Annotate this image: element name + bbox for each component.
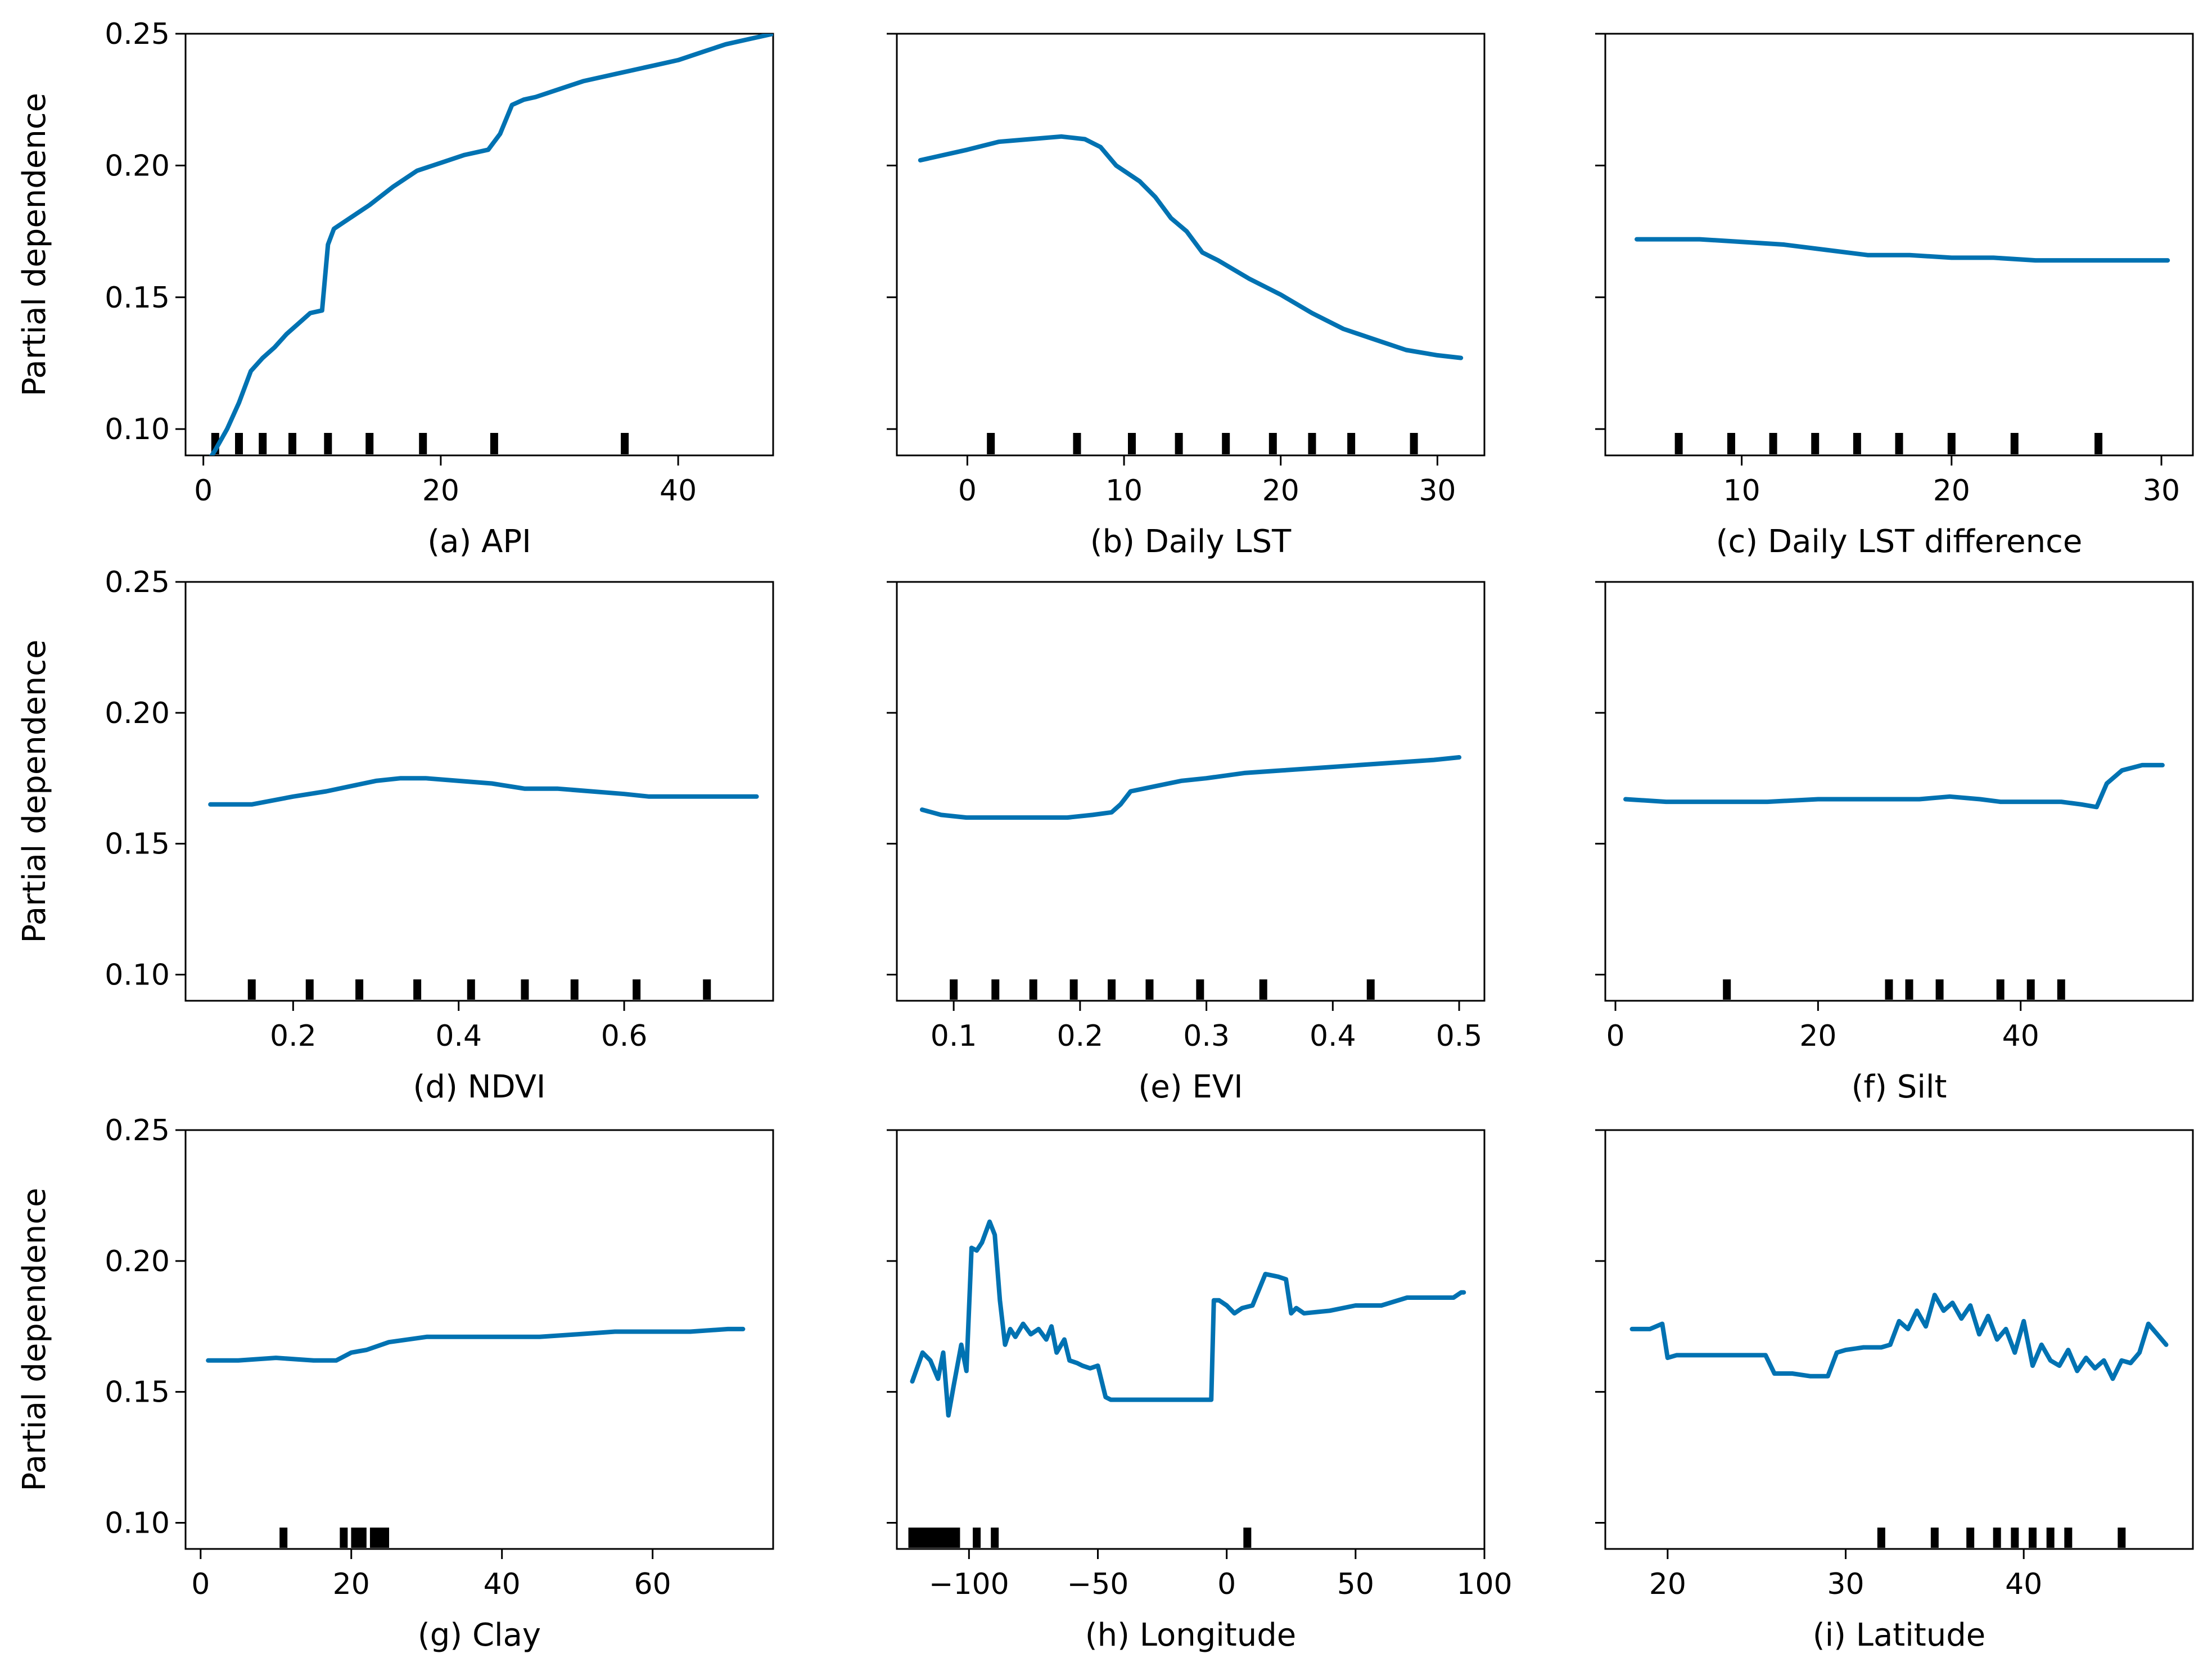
x-tick-label: 0.6 [601,1019,648,1053]
x-axis-label: (h) Longitude [1085,1617,1297,1654]
x-axis-label: (b) Daily LST [1090,523,1292,560]
x-tick-label: 20 [1933,474,1970,508]
plot-frame [184,1129,774,1550]
subplot-1: 0.10 0.15 0.20 0.25 0 20 40 (a) API Partial depe… [16,17,774,560]
x-axis-label: (c) Daily LST difference [1716,523,2083,560]
subplot-6: 0 20 40 (f) Silt [1595,581,2194,1105]
y-tick-label: 0.10 [105,958,170,992]
x-tick-label: 20 [333,1567,370,1601]
subplot-9: 20 30 40 (i) Latitude [1595,1129,2194,1654]
x-tick-label: 60 [634,1567,671,1601]
plot-frame [1604,581,2194,1002]
x-axis-label: (f) Silt [1852,1069,1947,1105]
y-tick-label: 0.15 [105,1376,170,1410]
subplot-8: −100 −50 0 50 100 (h) Longitude [887,1129,1513,1654]
x-tick-label: 0.4 [1310,1019,1356,1053]
x-tick-label: 40 [660,474,697,508]
x-tick-label: 0.3 [1183,1019,1230,1053]
x-tick-label: 0.1 [931,1019,977,1053]
plot-frame [1604,33,2194,457]
x-tick-label: 20 [422,474,459,508]
y-tick-label: 0.20 [105,149,170,183]
x-axis-label: (i) Latitude [1813,1617,1986,1654]
subplot-5: 0.1 0.2 0.3 0.4 0.5 (e) EVI [887,581,1486,1105]
partial-dependence-line [918,134,1464,360]
y-tick-label: 0.10 [105,413,170,446]
x-tick-label: 50 [1337,1567,1374,1601]
x-tick-label: 20 [1799,1019,1836,1053]
x-tick-label: 0.4 [435,1019,482,1053]
y-tick-label: 0.20 [105,1245,170,1279]
y-axis-label: Partial dependence [16,1187,53,1491]
partial-dependence-line [1635,237,2170,263]
x-tick-label: 30 [1419,474,1456,508]
partial-dependence-line [208,776,759,807]
plot-frame [896,1129,1486,1550]
x-tick-label: 0 [194,474,213,508]
partial-dependence-line [209,34,773,455]
subplot-3: 10 20 30 (c) Daily LST difference [1595,33,2194,560]
x-tick-label: 40 [2005,1567,2042,1601]
x-tick-label: 40 [2002,1019,2039,1053]
x-tick-label: 20 [1262,474,1299,508]
partial-dependence-line [1629,1293,2169,1381]
subplot-7: 0.10 0.15 0.20 0.25 0 20 40 60 (g) Clay Partial d… [16,1114,774,1654]
plot-frame [1604,1129,2194,1550]
x-tick-label: 20 [1649,1567,1686,1601]
partial-dependence-line [910,1219,1466,1418]
y-tick-label: 0.20 [105,697,170,730]
x-tick-label: 0.2 [1057,1019,1104,1053]
y-tick-label: 0.10 [105,1506,170,1540]
x-tick-label: 0 [191,1567,210,1601]
x-tick-label: 0 [958,474,977,508]
x-tick-label: 30 [2143,474,2180,508]
x-tick-label: 40 [484,1567,521,1601]
partial-dependence-line [1623,762,2165,810]
y-tick-label: 0.25 [105,17,170,51]
x-tick-label: 30 [1827,1567,1864,1601]
x-axis-label: (d) NDVI [413,1069,546,1105]
x-tick-label: −50 [1067,1567,1129,1601]
plot-frame [896,581,1486,1002]
plot-frame [184,33,774,457]
subplot-4: 0.10 0.15 0.20 0.25 0.2 0.4 0.6 (d) NDVI Partial… [16,566,774,1105]
y-tick-label: 0.15 [105,828,170,861]
x-axis-label: (g) Clay [418,1617,541,1654]
x-tick-label: 10 [1723,474,1760,508]
plot-frame [896,33,1486,457]
x-axis-label: (e) EVI [1138,1069,1243,1105]
x-tick-label: 0.2 [270,1019,317,1053]
x-tick-label: 0 [1217,1567,1236,1601]
partial-dependence-line [919,755,1462,820]
partial-dependence-line [206,1326,746,1363]
x-tick-label: 0 [1606,1019,1624,1053]
y-tick-label: 0.25 [105,1114,170,1148]
x-tick-label: −100 [929,1567,1009,1601]
x-tick-label: 100 [1456,1567,1512,1601]
y-axis-label: Partial dependence [16,93,53,396]
x-axis-label: (a) API [427,523,531,560]
x-tick-label: 0.5 [1436,1019,1483,1053]
x-tick-label: 10 [1105,474,1143,508]
plot-frame [184,581,774,1002]
y-axis-label: Partial dependence [16,639,53,943]
subplot-2: 0 10 20 30 (b) Daily LST [887,33,1486,560]
y-tick-label: 0.25 [105,566,170,599]
y-tick-label: 0.15 [105,281,170,315]
